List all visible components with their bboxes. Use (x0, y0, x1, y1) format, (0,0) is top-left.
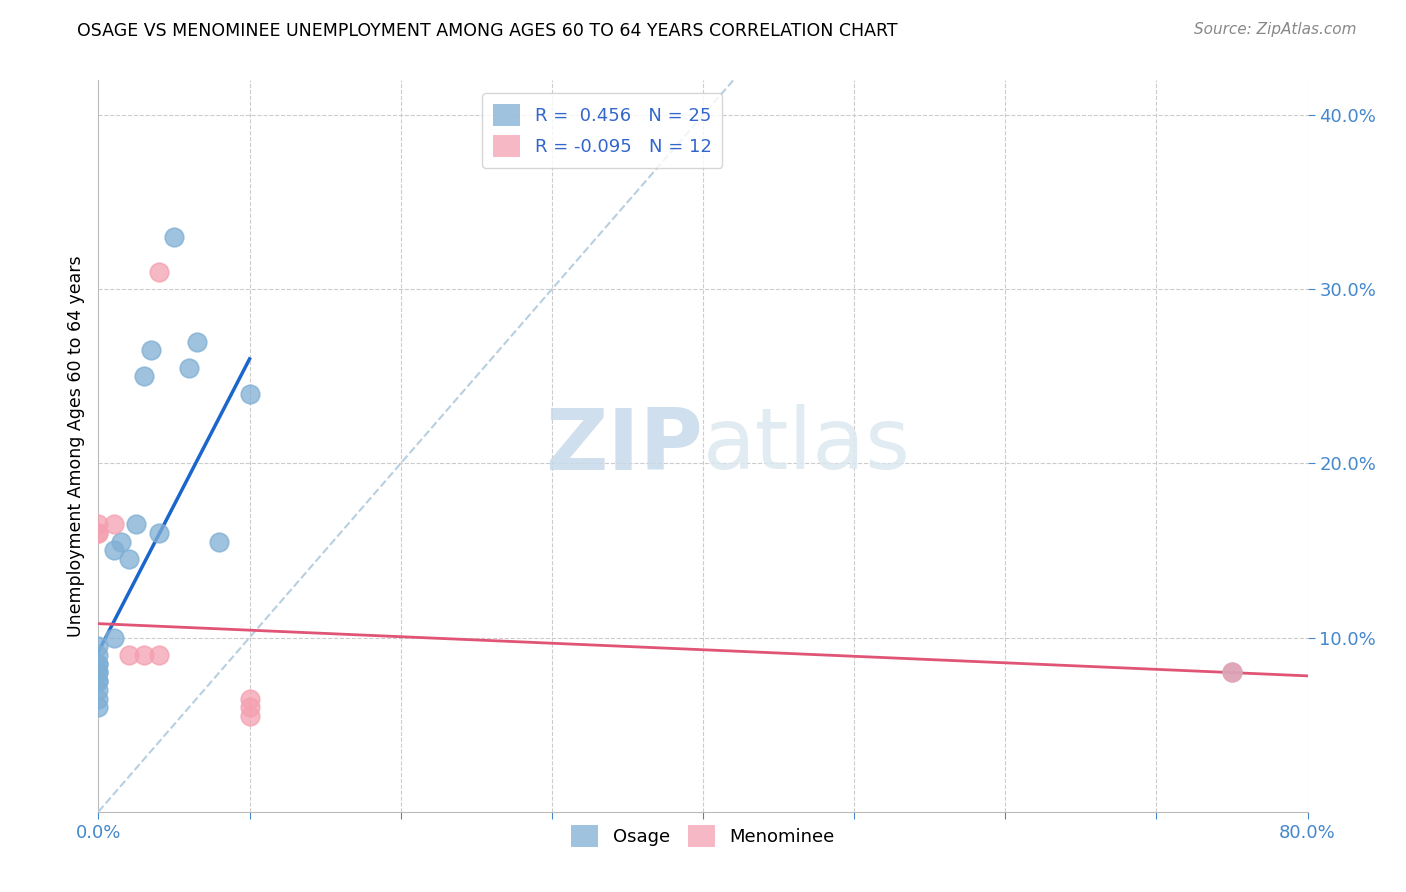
Point (87, 665, 110, 680)
Point (103, 631, 125, 645)
Point (148, 526, 170, 541)
Point (148, 265, 170, 279)
Text: atlas: atlas (703, 404, 911, 488)
Point (87, 682, 110, 697)
Point (1220, 665, 1243, 680)
Point (87, 640, 110, 654)
Point (118, 648, 141, 662)
Point (141, 343, 163, 358)
Point (87, 648, 110, 662)
Point (1220, 665, 1243, 680)
Point (186, 334, 208, 349)
Point (132, 369, 155, 384)
Point (103, 517, 125, 532)
Point (87, 517, 110, 532)
Point (239, 386, 262, 401)
Point (163, 230, 186, 244)
Point (103, 543, 125, 558)
Point (87, 674, 110, 689)
Point (208, 534, 231, 549)
Text: Source: ZipAtlas.com: Source: ZipAtlas.com (1194, 22, 1357, 37)
Point (239, 691, 262, 706)
Point (87, 526, 110, 541)
Text: OSAGE VS MENOMINEE UNEMPLOYMENT AMONG AGES 60 TO 64 YEARS CORRELATION CHART: OSAGE VS MENOMINEE UNEMPLOYMENT AMONG AG… (77, 22, 898, 40)
Text: ZIP: ZIP (546, 404, 703, 488)
Point (87, 665, 110, 680)
Point (87, 691, 110, 706)
Point (87, 657, 110, 671)
Point (132, 648, 155, 662)
Point (87, 700, 110, 714)
Point (148, 648, 170, 662)
Point (110, 534, 132, 549)
Point (125, 517, 148, 532)
Y-axis label: Unemployment Among Ages 60 to 64 years: Unemployment Among Ages 60 to 64 years (66, 255, 84, 637)
Point (87, 674, 110, 689)
Point (118, 552, 141, 566)
Point (179, 360, 201, 375)
Point (239, 700, 262, 714)
Point (239, 709, 262, 723)
Point (87, 526, 110, 541)
Legend: Osage, Menominee: Osage, Menominee (564, 817, 842, 854)
Point (87, 657, 110, 671)
